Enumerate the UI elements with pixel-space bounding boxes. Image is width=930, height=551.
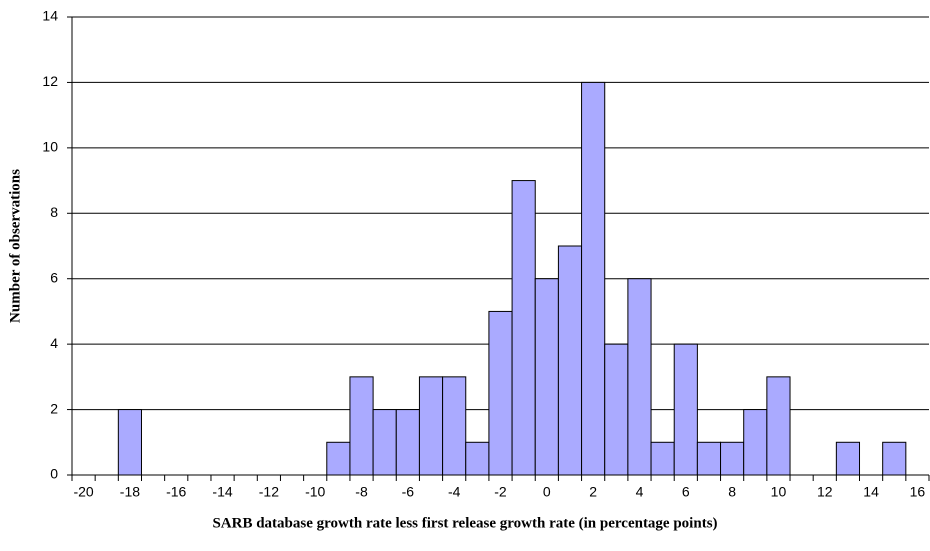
bar bbox=[465, 441, 490, 476]
y-tick-label: 14 bbox=[42, 8, 58, 24]
bar bbox=[418, 376, 444, 476]
x-tick-label: -14 bbox=[212, 484, 232, 500]
bar bbox=[117, 409, 142, 476]
x-tick-label: 14 bbox=[863, 484, 879, 500]
x-tick-label: -20 bbox=[73, 484, 93, 500]
x-tick-label: 0 bbox=[543, 484, 551, 500]
y-tick-label: 6 bbox=[50, 269, 58, 285]
y-tick-label: 10 bbox=[42, 139, 58, 155]
x-tick-label: 4 bbox=[636, 484, 644, 500]
y-tick-label: 2 bbox=[50, 400, 58, 416]
bar bbox=[720, 441, 745, 476]
x-tick-label: 8 bbox=[728, 484, 736, 500]
bar bbox=[743, 409, 768, 476]
x-tick-label: -12 bbox=[259, 484, 279, 500]
bar bbox=[511, 180, 536, 476]
bar bbox=[349, 376, 374, 476]
bar bbox=[488, 310, 513, 476]
y-axis-title: Number of observations bbox=[7, 169, 23, 323]
bar bbox=[442, 376, 467, 476]
y-tick-label: 8 bbox=[50, 204, 58, 220]
y-tick-label: 4 bbox=[50, 335, 58, 351]
bar bbox=[882, 441, 907, 476]
y-tick-label: 0 bbox=[50, 466, 58, 482]
x-tick-label: 10 bbox=[771, 484, 787, 500]
x-tick-label: -8 bbox=[355, 484, 368, 500]
bar bbox=[766, 376, 791, 476]
x-tick-label: -16 bbox=[166, 484, 186, 500]
x-tick-label: 6 bbox=[682, 484, 690, 500]
bar bbox=[835, 441, 861, 476]
x-tick-label: -18 bbox=[120, 484, 140, 500]
x-tick-label: -4 bbox=[448, 484, 461, 500]
x-tick-label: 2 bbox=[589, 484, 597, 500]
x-axis-title: SARB database growth rate less first rel… bbox=[212, 515, 717, 531]
bar bbox=[696, 441, 722, 476]
x-tick-label: -2 bbox=[494, 484, 507, 500]
x-tick-label: -10 bbox=[305, 484, 325, 500]
bar bbox=[604, 343, 629, 476]
bar bbox=[650, 441, 675, 476]
bar bbox=[581, 81, 606, 476]
bar bbox=[534, 278, 559, 476]
bar bbox=[372, 409, 397, 476]
x-tick-label: 16 bbox=[910, 484, 926, 500]
bar bbox=[326, 441, 351, 476]
x-tick-label: -6 bbox=[402, 484, 415, 500]
bar bbox=[673, 343, 698, 476]
x-tick-label: 12 bbox=[817, 484, 833, 500]
bar bbox=[557, 245, 583, 476]
bar bbox=[395, 409, 420, 476]
y-tick-label: 12 bbox=[42, 73, 58, 89]
bar bbox=[627, 278, 652, 476]
